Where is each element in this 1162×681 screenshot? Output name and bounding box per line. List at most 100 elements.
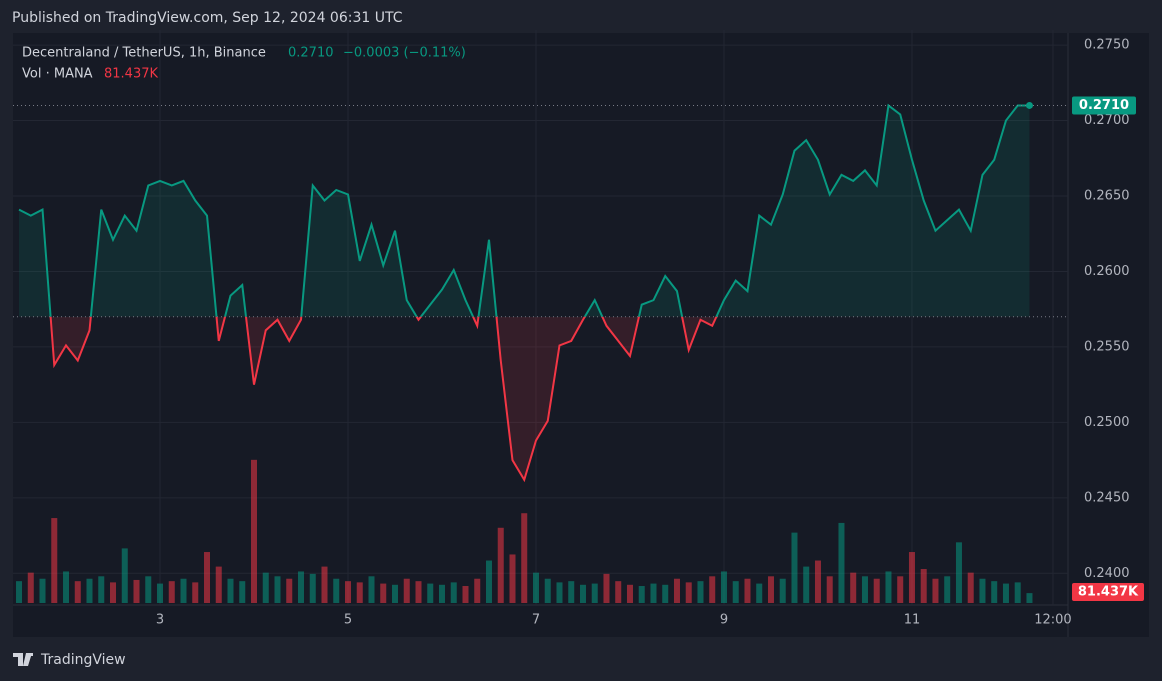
volume-bar — [391, 584, 398, 603]
volume-bar — [333, 578, 340, 603]
volume-bar — [133, 579, 140, 603]
brand: TradingView — [40, 652, 126, 668]
volume-bar — [814, 560, 821, 603]
y-tick-label: 0.2450 — [1084, 490, 1130, 505]
volume-bar — [74, 581, 81, 603]
volume-bar — [63, 571, 70, 603]
volume-bar — [227, 578, 234, 603]
volume-bar — [838, 522, 845, 603]
volume-bar — [168, 581, 175, 603]
volume-bar — [732, 581, 739, 603]
price-line-up — [18, 103, 1030, 317]
volume-bar — [697, 581, 704, 603]
volume-name: Vol · MANA — [22, 67, 93, 82]
volume-bar — [544, 578, 551, 603]
volume-bar — [568, 581, 575, 603]
y-tick-label: 0.2700 — [1084, 113, 1130, 128]
last-price-tag — [1072, 96, 1136, 115]
volume-bar — [368, 576, 375, 603]
volume-bar — [920, 569, 927, 603]
volume-bar — [39, 578, 46, 603]
volume-bar — [51, 518, 58, 603]
x-tick-label: 9 — [720, 613, 728, 628]
volume-bar — [532, 572, 539, 603]
area-above — [19, 105, 1030, 317]
volume-bar — [826, 576, 833, 603]
volume-bar — [497, 527, 504, 603]
volume-bar — [744, 578, 751, 603]
last-price: 0.2710 — [288, 46, 334, 61]
volume-bar — [662, 584, 669, 603]
volume-bar — [262, 572, 269, 603]
volume-bar — [462, 586, 469, 603]
volume-bar — [873, 578, 880, 603]
volume-bar — [380, 583, 387, 603]
volume-bar — [321, 566, 328, 603]
y-tick-label: 0.2600 — [1084, 264, 1130, 279]
last-point — [1025, 101, 1033, 109]
y-tick-label: 0.2750 — [1084, 38, 1130, 53]
volume-bar — [756, 583, 763, 603]
volume-bar — [438, 584, 445, 603]
volume-bar — [403, 578, 410, 603]
volume-bar — [192, 582, 199, 603]
volume-bar — [991, 581, 998, 603]
x-tick-label: 7 — [532, 613, 540, 628]
price-line-down — [49, 316, 718, 483]
volume-bar — [521, 513, 528, 603]
volume-bar — [803, 566, 810, 603]
volume-bar — [251, 459, 258, 603]
published-note: Published on TradingView.com, Sep 12, 20… — [12, 10, 403, 26]
volume-bar — [485, 560, 492, 603]
y-tick-label: 0.2400 — [1084, 566, 1130, 581]
volume-bar — [908, 552, 915, 603]
volume-bar — [955, 542, 962, 603]
volume-bar — [673, 578, 680, 603]
volume-bar — [1026, 593, 1033, 603]
volume-bar — [309, 573, 316, 603]
volume-bar — [897, 576, 904, 603]
volume-bar — [415, 581, 422, 603]
logo — [13, 653, 33, 666]
volume-bar — [356, 582, 363, 603]
price-change: −0.0003 (−0.11%) — [343, 46, 466, 61]
x-tick-label: 12:00 — [1034, 613, 1071, 628]
x-tick-label: 3 — [156, 613, 164, 628]
volume-bar — [509, 554, 516, 603]
volume-tag — [1072, 583, 1144, 601]
volume-bar — [932, 578, 939, 603]
volume-bar — [157, 583, 164, 603]
volume-bar — [215, 566, 222, 603]
volume-bar — [474, 578, 481, 603]
volume-bar — [967, 572, 974, 603]
volume-tag-label: 81.437K — [1078, 585, 1139, 600]
volume-bar — [885, 571, 892, 603]
volume-bar — [274, 576, 281, 603]
volume-bar — [709, 576, 716, 603]
volume-bar — [556, 582, 563, 603]
area-below — [50, 316, 717, 480]
volume-bar — [626, 584, 633, 603]
volume-bar — [615, 581, 622, 603]
volume-bar — [720, 571, 727, 603]
volume-bar — [591, 583, 598, 603]
x-tick-label: 11 — [904, 613, 921, 628]
volume-bar — [1014, 582, 1021, 603]
volume-bar — [286, 578, 293, 603]
volume-bar — [344, 581, 351, 603]
volume-bar — [121, 548, 128, 603]
volume-bar — [685, 582, 692, 603]
volume-bar — [638, 586, 645, 603]
y-tick-label: 0.2550 — [1084, 339, 1130, 354]
volume-bar — [427, 583, 434, 603]
volume-bar — [850, 572, 857, 603]
volume-bar — [650, 583, 657, 603]
x-tick-label: 5 — [344, 613, 352, 628]
volume-bar — [944, 576, 951, 603]
volume-bar — [145, 576, 152, 603]
volume-bar — [298, 571, 305, 603]
volume-bar — [27, 572, 34, 603]
volume-bar — [1002, 583, 1009, 603]
volume-bar — [16, 581, 23, 603]
y-tick-label: 0.2500 — [1084, 415, 1130, 430]
